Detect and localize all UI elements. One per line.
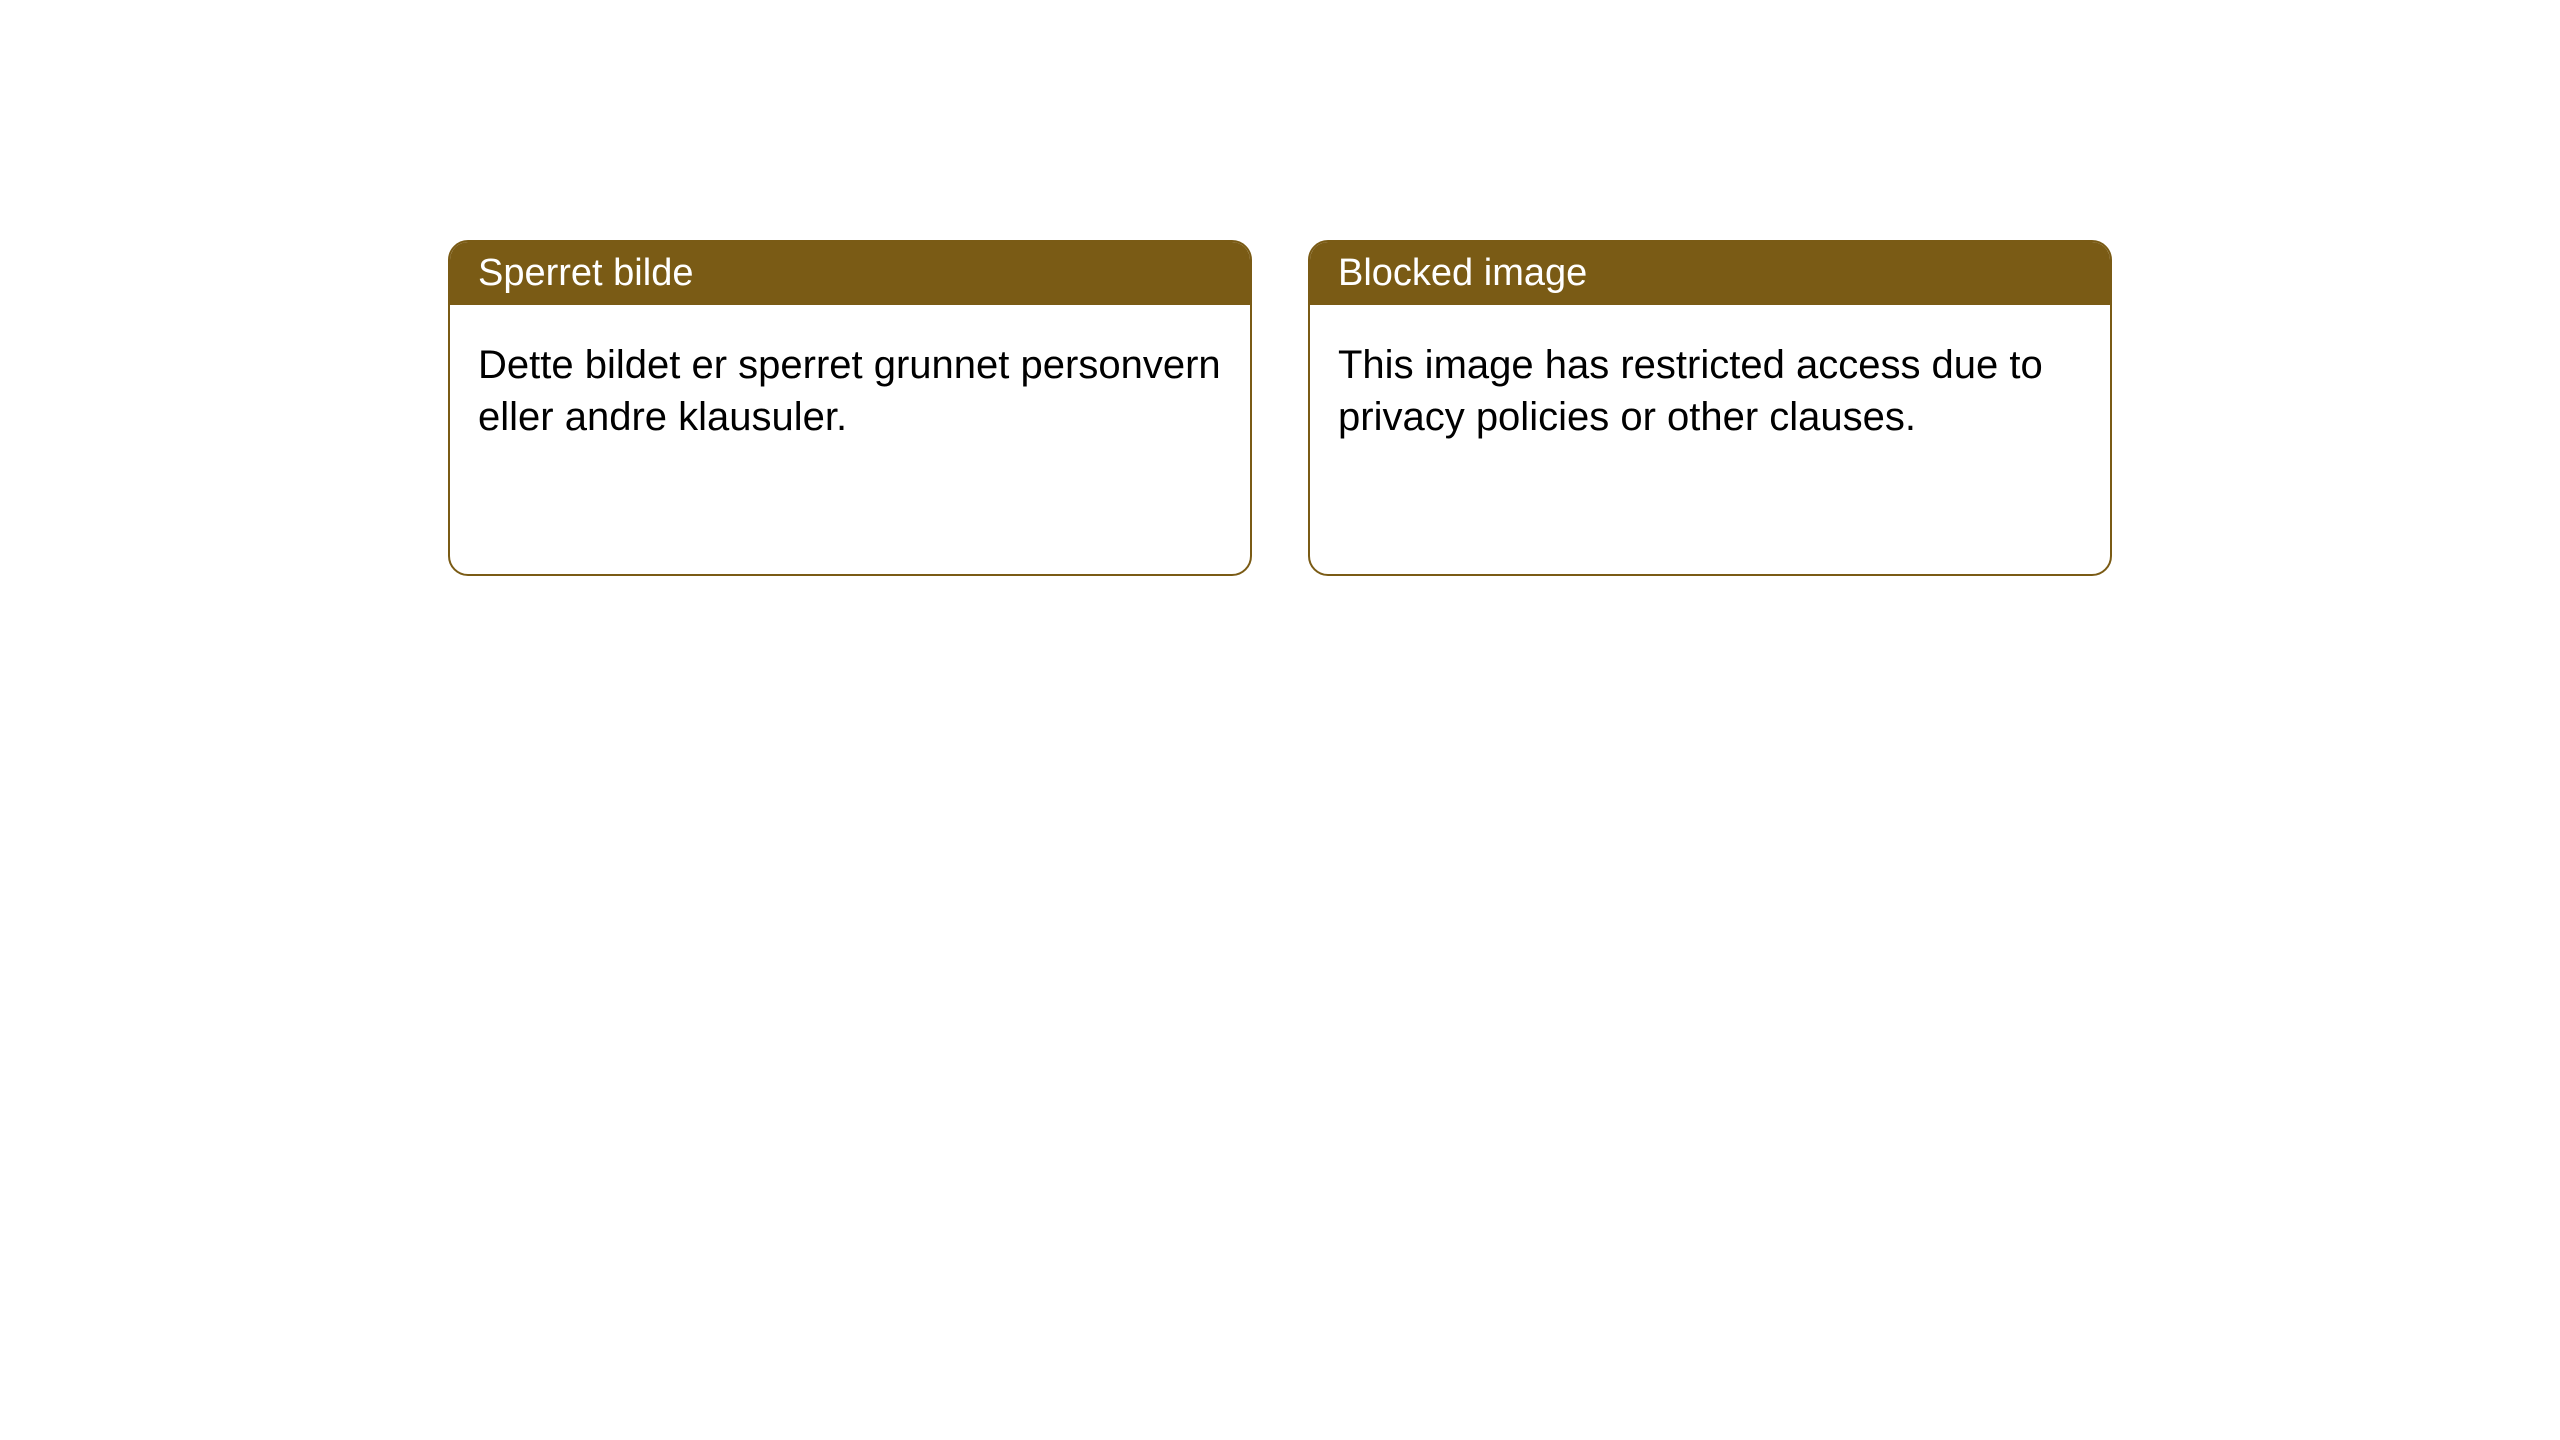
blocked-image-card-english: Blocked image This image has restricted …: [1308, 240, 2112, 576]
blocked-image-card-norwegian: Sperret bilde Dette bildet er sperret gr…: [448, 240, 1252, 576]
card-body-text-english: This image has restricted access due to …: [1310, 305, 2110, 477]
card-body-text-norwegian: Dette bildet er sperret grunnet personve…: [450, 305, 1250, 477]
card-header-english: Blocked image: [1310, 242, 2110, 305]
card-title-norwegian: Sperret bilde: [478, 252, 693, 294]
card-header-norwegian: Sperret bilde: [450, 242, 1250, 305]
blocked-image-notice-container: Sperret bilde Dette bildet er sperret gr…: [448, 240, 2112, 576]
card-title-english: Blocked image: [1338, 252, 1587, 294]
